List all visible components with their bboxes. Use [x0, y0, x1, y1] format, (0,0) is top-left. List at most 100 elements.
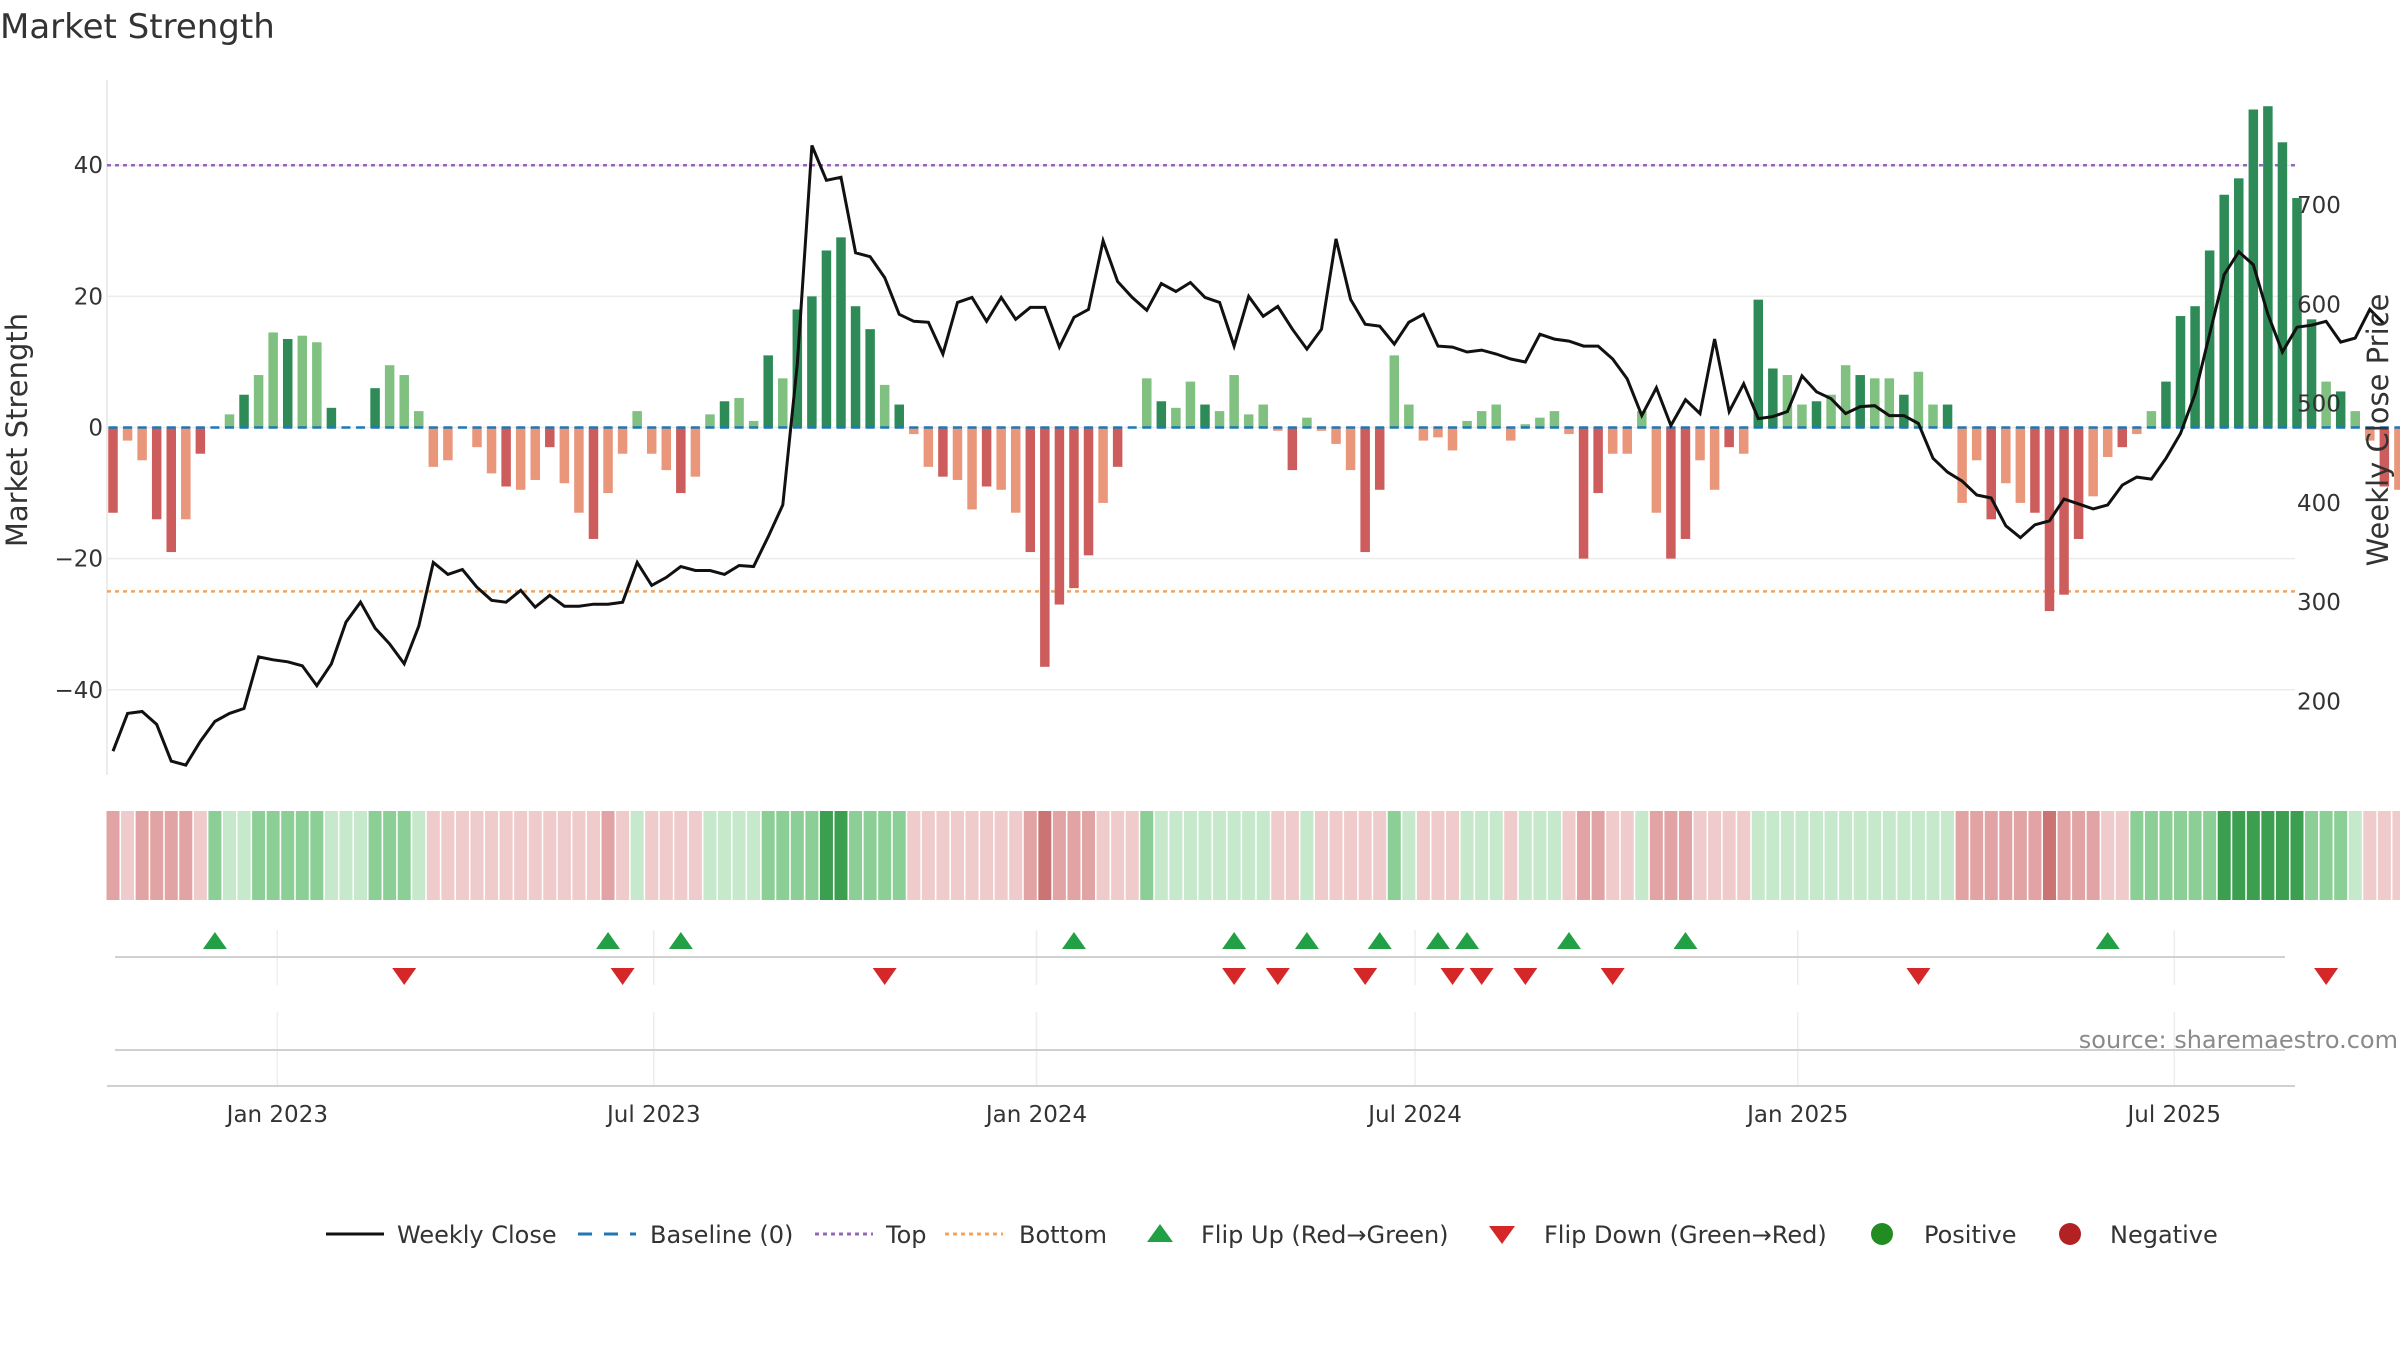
strength-bar	[1360, 427, 1370, 553]
strip-cell	[1111, 811, 1125, 900]
strength-bar	[2306, 319, 2317, 428]
strip-cell	[1067, 811, 1081, 900]
strip-cell	[1853, 811, 1867, 900]
strip-cell	[1504, 811, 1518, 900]
strip-cell	[965, 811, 979, 900]
strip-cell	[1547, 811, 1561, 900]
strip-cell	[688, 811, 702, 900]
strip-cell	[1038, 811, 1052, 900]
strip-cell	[1329, 811, 1343, 900]
strength-bar	[2088, 427, 2098, 497]
strength-bar	[748, 420, 759, 428]
strength-bar	[2263, 106, 2273, 428]
strength-bar	[1433, 427, 1443, 438]
strip-cell	[1941, 811, 1955, 900]
strength-bar	[137, 427, 147, 461]
legend-positive-dot	[1871, 1223, 1893, 1245]
strength-bar	[1840, 365, 1851, 428]
strength-bar	[428, 427, 439, 467]
strength-bar	[1593, 427, 1603, 494]
strip-cell	[2130, 811, 2144, 900]
legend-item: Positive	[1871, 1221, 2017, 1249]
strip-cell	[252, 811, 266, 900]
strength-bars	[108, 106, 2400, 667]
strength-bar	[1607, 427, 1618, 454]
strip-cell	[747, 811, 761, 900]
strength-bar	[1418, 427, 1429, 441]
strip-cell	[1373, 811, 1387, 900]
flip-up-marker	[1455, 932, 1480, 949]
strength-bar	[1258, 404, 1268, 428]
strength-bar	[574, 427, 584, 513]
strength-bar	[1476, 411, 1487, 428]
strength-bar	[399, 375, 409, 428]
strength-bar	[1651, 427, 1662, 513]
strength-bar	[1826, 394, 1836, 428]
strip-cell	[1882, 811, 1896, 900]
strength-bar	[472, 427, 482, 448]
source-text: source: sharemaestro.com	[2079, 1026, 2398, 1054]
strength-bar	[1040, 427, 1050, 667]
strength-bar	[122, 427, 133, 441]
strength-bar	[2073, 427, 2084, 539]
strip-cell	[557, 811, 571, 900]
flip-up-marker	[1222, 932, 1247, 949]
strength-bar	[166, 427, 176, 553]
strip-cell	[1096, 811, 1110, 900]
strip-cell	[2246, 811, 2260, 900]
strip-cell	[1082, 811, 1096, 900]
strip-cell	[1984, 811, 1998, 900]
legend-label: Baseline (0)	[650, 1221, 793, 1249]
strip-cell	[543, 811, 557, 900]
flip-down-marker	[1265, 968, 1290, 985]
strip-cell	[1489, 811, 1503, 900]
right-tick-label: 200	[2297, 690, 2341, 716]
flip-down-marker	[1513, 968, 1538, 985]
strip-cell	[732, 811, 746, 900]
strength-bar	[603, 427, 613, 494]
strength-bar	[1913, 371, 1924, 428]
strip-cell	[1926, 811, 1940, 900]
strength-bar	[719, 401, 730, 428]
strength-bar	[1069, 427, 1079, 589]
strength-bar	[2102, 427, 2113, 458]
strip-cell	[718, 811, 732, 900]
strength-bar	[1768, 368, 1778, 428]
strength-bar	[253, 375, 264, 428]
legend-negative-dot	[2059, 1223, 2081, 1245]
flip-up-marker	[668, 932, 693, 949]
strength-bar	[1389, 355, 1400, 428]
strength-bar	[734, 397, 744, 428]
strength-bar	[1214, 411, 1225, 428]
strength-bar	[967, 427, 977, 510]
strip-cell	[2086, 811, 2100, 900]
strength-bar	[2379, 427, 2390, 487]
strip-cell	[1780, 811, 1794, 900]
legend-item: Weekly Close	[326, 1221, 557, 1249]
strip-cell	[761, 811, 775, 900]
strength-bar	[1112, 427, 1123, 467]
strength-bar	[2234, 178, 2244, 428]
strength-bar	[1142, 378, 1152, 428]
x-tick-label: Jan 2024	[984, 1102, 1087, 1128]
strip-cell	[1358, 811, 1372, 900]
strength-bar	[705, 414, 715, 428]
right-tick-label: 700	[2297, 193, 2341, 219]
strength-bar	[1971, 427, 1982, 461]
strength-bar	[1549, 411, 1560, 428]
strip-cell	[193, 811, 207, 900]
strength-bar	[836, 237, 846, 428]
strip-cell	[1606, 811, 1620, 900]
strength-bar	[588, 427, 599, 539]
flip-down-marker	[1440, 968, 1465, 985]
strip-cell	[659, 811, 673, 900]
strength-bar	[1680, 427, 1691, 539]
strength-bar	[2365, 427, 2375, 441]
strength-bar	[632, 411, 642, 428]
legend-item: Flip Up (Red→Green)	[1147, 1221, 1449, 1249]
strip-cell	[2392, 811, 2400, 900]
strip-cell	[1955, 811, 1969, 900]
strip-cell	[2377, 811, 2391, 900]
strength-bar	[1957, 427, 1967, 503]
strength-bar	[690, 427, 701, 477]
